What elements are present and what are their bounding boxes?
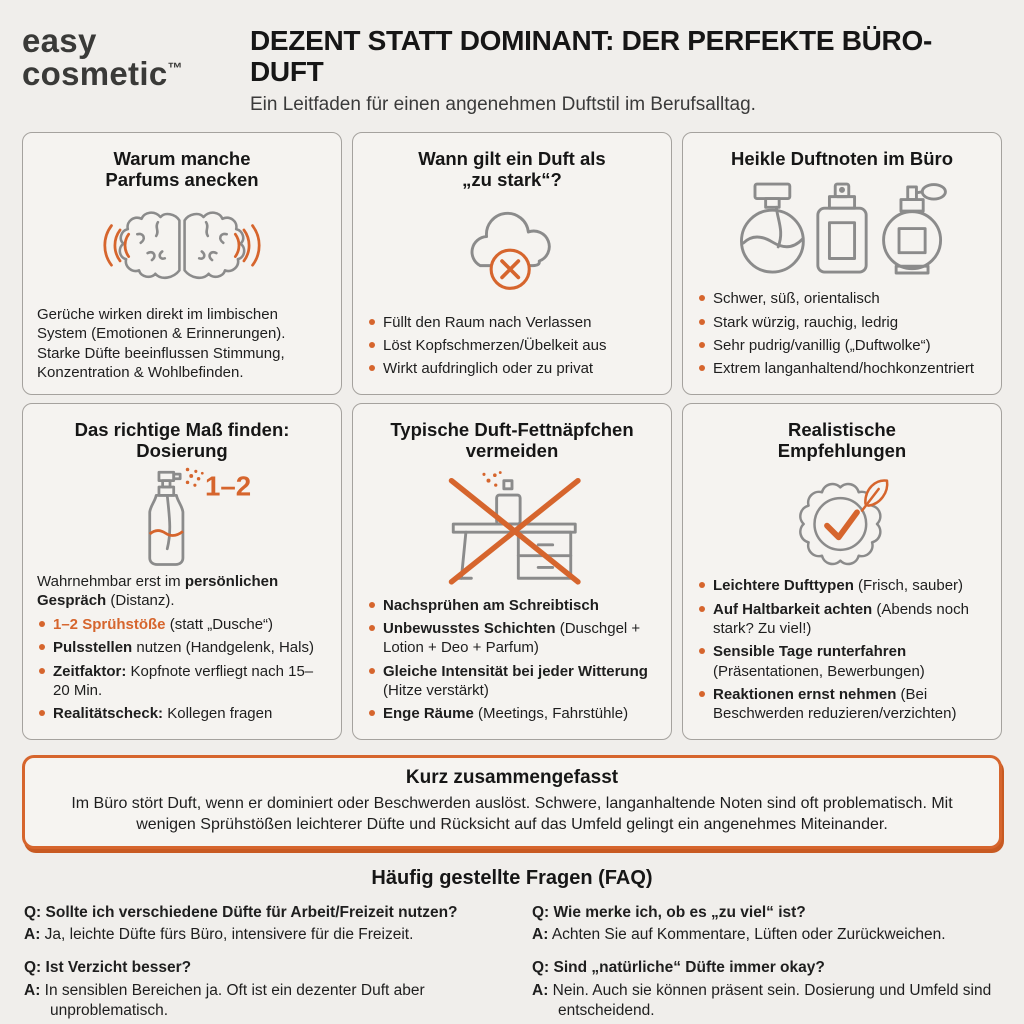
card-icon-area <box>697 169 987 289</box>
cloud-x-icon <box>470 211 551 290</box>
card-title: Typische Duft-Fettnäpfchen vermeiden <box>390 418 634 462</box>
bullet-item: Gleiche Intensität bei jeder Witterung (… <box>367 662 657 701</box>
card-bullet-list: Schwer, süß, orientalisch Stark würzig, … <box>697 289 987 382</box>
bullet-item: Sehr pudrig/vanillig („Duftwolke“) <box>697 336 987 355</box>
summary-text: Im Büro stört Duft, wenn er dominiert od… <box>71 794 953 833</box>
bullet-item: Unbewusstes Schichten (Duschgel + Lotion… <box>367 619 657 658</box>
faq-heading: Häufig gestellte Fragen (FAQ) <box>371 867 653 890</box>
bullet-item: Reaktionen ernst nehmen (Bei Beschwerden… <box>697 685 987 724</box>
bullet-item: Nachsprühen am Schreibtisch <box>367 596 657 615</box>
faq-question: Q: Sind „natürliche“ Düfte immer okay? <box>532 959 825 977</box>
bullet-item: Füllt den Raum nach Verlassen <box>367 313 657 332</box>
card-title: Das richtige Maß finden: Dosierung <box>74 418 290 462</box>
spray-bottle-icon: 1–2 <box>148 467 251 566</box>
bullet-item: Leichtere Dufttypen (Frisch, sauber) <box>697 576 987 595</box>
summary-title: Kurz zusammengefasst <box>405 766 619 788</box>
card-dosage: Das richtige Maß finden: Dosierung <box>22 402 342 740</box>
brand-logo: easy cosmetic™ <box>22 24 226 90</box>
bullet-item: Pulsstellen nutzen (Handgelenk, Hals) <box>37 638 327 657</box>
card-grid: Warum manche Parfums anecken <box>22 131 1002 740</box>
card-icon-area: 1–2 <box>37 462 327 572</box>
bullet-item: Löst Kopfschmerzen/Übelkeit aus <box>367 336 657 355</box>
bullet-item: Sensible Tage runterfahren (Präsentation… <box>697 642 987 681</box>
faq-question: Q: Wie merke ich, ob es „zu viel“ ist? <box>532 904 806 922</box>
card-avoid-faux-pas: Typische Duft-Fettnäpfchen vermeiden <box>352 402 672 740</box>
bullet-item: Realitätscheck: Kollegen fragen <box>37 704 327 723</box>
card-why-perfumes-offend: Warum manche Parfums anecken <box>22 131 342 395</box>
bullet-item: Enge Räume (Meetings, Fahrstühle) <box>367 704 657 723</box>
header: easy cosmetic™ DEZENT STATT DOMINANT: DE… <box>22 24 1002 116</box>
card-bullet-list: Nachsprühen am Schreibtisch Unbewusstes … <box>367 596 657 728</box>
faq-answer: A: Nein. Auch sie können präsent sein. D… <box>532 981 992 1019</box>
page-subtitle: Ein Leitfaden für einen angenehmen Dufts… <box>250 93 756 115</box>
logo-line-1: easy <box>22 22 97 59</box>
card-icon-area <box>697 462 987 577</box>
faq-item: Q: Sollte ich verschiedene Düfte für Arb… <box>24 903 492 945</box>
spray-count-label: 1–2 <box>205 470 251 501</box>
summary-box: Kurz zusammengefasst Im Büro stört Duft,… <box>22 754 1002 850</box>
card-title: Realistische Empfehlungen <box>777 418 907 462</box>
faq-item: Q: Wie merke ich, ob es „zu viel“ ist? A… <box>532 903 1000 945</box>
card-title: Wann gilt ein Duft als „zu stark“? <box>418 147 606 191</box>
card-tricky-notes: Heikle Duftnoten im Büro <box>682 131 1002 395</box>
faq-item: Q: Ist Verzicht besser? A: In sensiblen … <box>24 958 492 1020</box>
card-icon-area <box>367 191 657 313</box>
card-bullet-list: Füllt den Raum nach Verlassen Löst Kopfs… <box>367 313 657 383</box>
faq-question: Q: Sollte ich verschiedene Düfte für Arb… <box>24 904 458 922</box>
faq-question: Q: Ist Verzicht besser? <box>24 959 192 977</box>
bullet-item: Extrem langanhaltend/hochkonzentriert <box>697 359 987 378</box>
card-recommendations: Realistische Empfehlungen Leichtere Duft… <box>682 402 1002 740</box>
page-title: DEZENT STATT DOMINANT: DER PERFEKTE BÜRO… <box>250 25 932 87</box>
faq-grid: Q: Sollte ich verschiedene Düfte für Arb… <box>22 903 1002 1021</box>
faq-item: Q: Sind „natürliche“ Düfte immer okay? A… <box>532 958 1000 1020</box>
faq-answer: A: Achten Sie auf Kommentare, Lüften ode… <box>532 926 946 944</box>
faq-answer: A: In sensiblen Bereichen ja. Oft ist ei… <box>24 981 425 1019</box>
bullet-item: Schwer, süß, orientalisch <box>697 289 987 308</box>
card-intro: Wahrnehmbar erst im persönlichen Gespräc… <box>37 572 279 610</box>
bullet-item: Wirkt aufdringlich oder zu privat <box>367 359 657 378</box>
card-bullet-list: 1–2 Sprühstöße (statt „Dusche“) Pulsstel… <box>37 615 327 728</box>
card-icon-area <box>37 191 327 305</box>
trademark-symbol: ™ <box>167 60 183 77</box>
bullet-item: Auf Haltbarkeit achten (Abends noch star… <box>697 600 987 639</box>
card-title: Warum manche Parfums anecken <box>105 147 259 191</box>
faq-section: Häufig gestellte Fragen (FAQ) Q: Sollte … <box>22 867 1002 1021</box>
card-when-too-strong: Wann gilt ein Duft als „zu stark“? Füllt… <box>352 131 672 395</box>
card-title: Heikle Duftnoten im Büro <box>730 147 953 169</box>
card-bullet-list: Leichtere Dufttypen (Frisch, sauber) Auf… <box>697 576 987 727</box>
perfume-bottles-icon <box>740 182 947 275</box>
bullet-item: Stark würzig, rauchig, ledrig <box>697 313 987 332</box>
crossed-desk-icon <box>448 470 581 585</box>
card-icon-area <box>367 462 657 596</box>
card-paragraph: Gerüche wirken direkt im limbischen Syst… <box>37 305 286 382</box>
faq-answer: A: Ja, leichte Düfte fürs Büro, intensiv… <box>24 926 414 944</box>
brain-soundwaves-icon <box>103 210 261 279</box>
bullet-item: 1–2 Sprühstöße (statt „Dusche“) <box>37 615 327 634</box>
badge-check-leaf-icon <box>799 479 889 566</box>
bullet-item: Zeitfaktor: Kopfnote verfliegt nach 15–2… <box>37 662 327 701</box>
header-text: DEZENT STATT DOMINANT: DER PERFEKTE BÜRO… <box>250 24 1002 116</box>
logo-line-2: cosmetic™ <box>22 55 183 92</box>
